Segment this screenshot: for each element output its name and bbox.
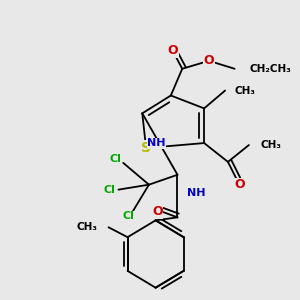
Text: O: O	[167, 44, 178, 57]
Text: S: S	[141, 141, 151, 155]
Text: O: O	[204, 54, 214, 67]
Text: O: O	[234, 178, 245, 191]
Text: O: O	[152, 205, 163, 218]
Text: CH₃: CH₃	[260, 140, 281, 150]
Text: NH: NH	[147, 138, 166, 148]
Text: CH₃: CH₃	[235, 85, 256, 96]
Text: CH₃: CH₃	[76, 222, 97, 232]
Text: Cl: Cl	[103, 184, 115, 195]
Text: CH₂CH₃: CH₂CH₃	[250, 64, 292, 74]
Text: Cl: Cl	[122, 212, 134, 221]
Text: NH: NH	[187, 188, 206, 198]
Text: Cl: Cl	[110, 154, 122, 164]
